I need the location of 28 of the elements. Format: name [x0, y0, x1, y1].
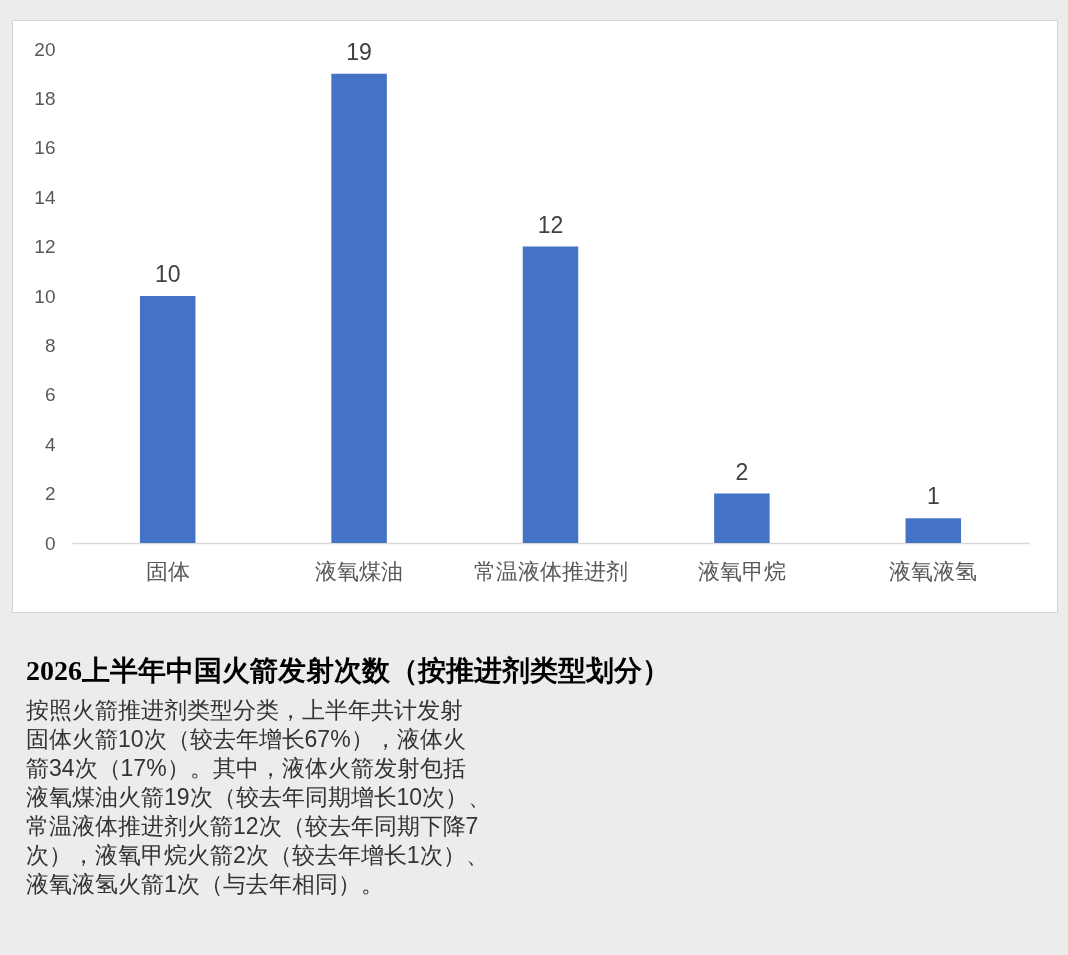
x-tick-label: 固体 [145, 558, 190, 584]
data-label: 1 [926, 483, 940, 510]
bar [714, 493, 770, 543]
bar [905, 518, 962, 543]
text: 2026上半年中国火箭发射次数（按推进剂类型划分） [26, 655, 670, 686]
y-tick-label: 8 [44, 334, 56, 356]
y-tick-label: 6 [44, 384, 56, 406]
y-tick-label: 2 [44, 483, 56, 505]
y-tick-label: 10 [34, 285, 56, 307]
data-label: 2 [735, 458, 749, 485]
x-tick-label: 液氧甲烷 [697, 558, 786, 584]
x-tick-label: 液氧液氢 [889, 558, 978, 584]
x-tick-label: 常温液体推进剂 [473, 558, 628, 584]
y-tick-label: 20 [34, 38, 56, 60]
bar [331, 73, 387, 543]
bar [139, 296, 196, 543]
data-label: 10 [154, 261, 181, 287]
y-tick-label: 0 [44, 532, 56, 554]
y-tick-label: 4 [44, 433, 56, 455]
y-tick-label: 16 [34, 137, 56, 159]
y-tick-label: 18 [34, 87, 56, 109]
data-label: 12 [537, 211, 564, 238]
text: 按照火箭推进剂类型分类，上半年共计发射固体火箭10次（较去年增长67%），液体火箭34次（17%）。其中，液体火箭发射包括液氧煤油火箭19次（较去年同期增长10次）、常温液体推进剂火箭12次（较去年同期下降7次），液氧甲烷火箭2次（较去年增长1次）、液氧液氢火箭1次（与去年相同）。 [26, 697, 492, 897]
x-tick-label: 液氧煤油 [315, 558, 404, 584]
y-tick-label: 14 [34, 186, 56, 208]
y-tick-label: 12 [34, 236, 56, 258]
data-label: 19 [346, 38, 372, 65]
bar [522, 246, 579, 543]
